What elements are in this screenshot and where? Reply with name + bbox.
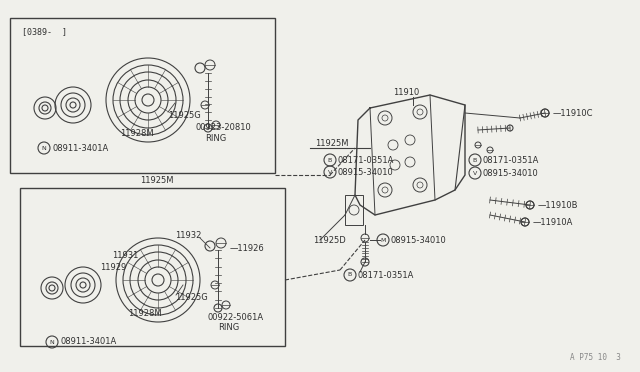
Text: B: B (328, 157, 332, 163)
Bar (20, 188, 285, 346)
Text: RING: RING (205, 134, 227, 142)
Text: 00923-20810: 00923-20810 (196, 122, 252, 131)
Text: —11910B: —11910B (538, 201, 579, 209)
Text: N: N (50, 340, 54, 344)
Text: [0389-  ]: [0389- ] (22, 28, 67, 36)
Text: 08911-3401A: 08911-3401A (60, 337, 116, 346)
Text: RING: RING (218, 324, 239, 333)
Text: A P75 10  3: A P75 10 3 (570, 353, 621, 362)
Text: —11926: —11926 (230, 244, 265, 253)
Text: N: N (42, 145, 46, 151)
Text: B: B (348, 273, 352, 278)
Text: 08915-34010: 08915-34010 (483, 169, 539, 177)
Text: 00922-5061A: 00922-5061A (208, 312, 264, 321)
Text: 11925G: 11925G (175, 294, 208, 302)
Text: V: V (328, 170, 332, 174)
Text: —11910A: —11910A (533, 218, 573, 227)
Text: 11928M: 11928M (128, 308, 162, 317)
Bar (345, 195, 363, 225)
Text: 11928M: 11928M (120, 128, 154, 138)
Text: 11925M: 11925M (315, 138, 349, 148)
Text: M: M (380, 237, 386, 243)
Text: 11910: 11910 (393, 87, 419, 96)
Text: —11910C: —11910C (553, 109, 593, 118)
Text: 11932: 11932 (175, 231, 202, 240)
Text: 08911-3401A: 08911-3401A (52, 144, 108, 153)
Text: 11925M: 11925M (140, 176, 173, 185)
Text: 11929: 11929 (100, 263, 126, 273)
Text: 08915-34010: 08915-34010 (338, 167, 394, 176)
Text: 08171-0351A: 08171-0351A (358, 270, 414, 279)
Text: 08171-0351A: 08171-0351A (483, 155, 540, 164)
Text: 08171-0351A: 08171-0351A (338, 155, 394, 164)
Text: 08915-34010: 08915-34010 (391, 235, 447, 244)
Text: 11925G: 11925G (168, 110, 201, 119)
Text: 11925D: 11925D (313, 235, 346, 244)
Text: B: B (473, 157, 477, 163)
Bar (10, 18, 275, 173)
Text: V: V (473, 170, 477, 176)
Text: 11931: 11931 (112, 250, 138, 260)
